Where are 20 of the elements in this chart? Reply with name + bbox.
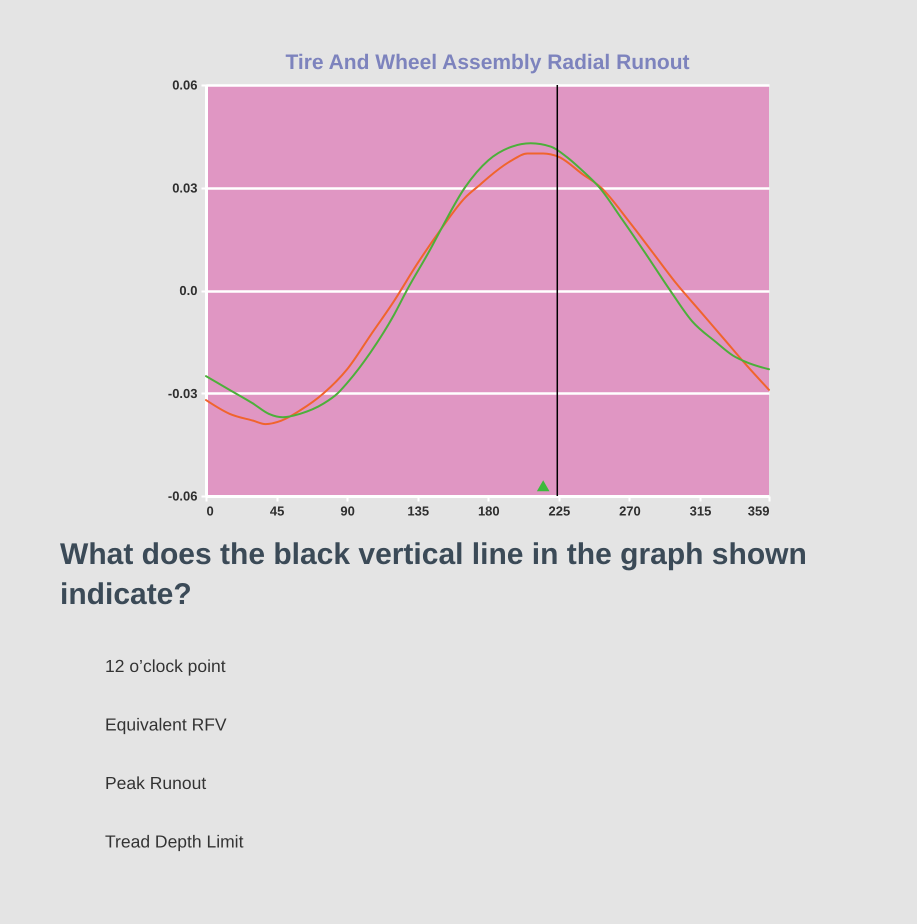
text: Equivalent RFV — [105, 714, 227, 734]
x-tick-label: 135 — [407, 504, 430, 518]
text: 12 o’clock point — [105, 656, 226, 676]
x-tick-label: 180 — [478, 504, 500, 518]
x-tick-label: 270 — [619, 504, 641, 518]
chart-title: Tire And Wheel Assembly Radial Runout — [285, 51, 690, 74]
y-tick-label: 0.03 — [172, 180, 198, 196]
x-tick-label: 0 — [206, 504, 214, 518]
y-tick-label: -0.03 — [168, 386, 198, 401]
x-tick-label: 90 — [340, 504, 355, 518]
text: Tread Depth Limit — [105, 832, 244, 852]
x-tick-label: 359 — [748, 504, 770, 518]
x-tick-label: 225 — [548, 504, 570, 518]
x-tick-label: 315 — [690, 504, 712, 518]
y-tick-label: -0.06 — [168, 488, 198, 504]
x-tick-label: 45 — [270, 504, 284, 518]
y-tick-label: 0.06 — [172, 78, 198, 92]
text: What does the black vertical line in the graph shown indicate? — [60, 538, 807, 611]
y-tick-label: 0.0 — [179, 283, 198, 298]
text: Peak Runout — [105, 773, 206, 793]
